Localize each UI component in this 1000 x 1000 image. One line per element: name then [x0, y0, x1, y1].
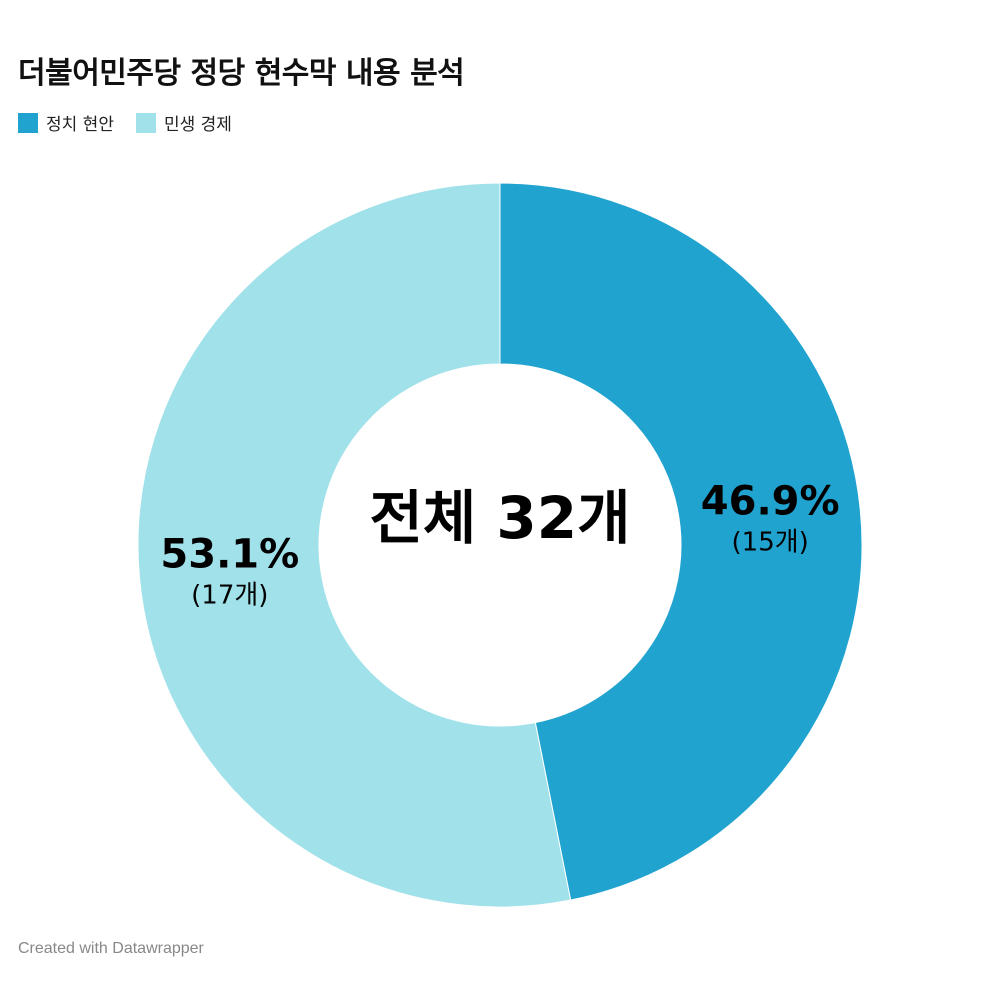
legend-swatch-politics: [18, 112, 38, 133]
chart-title: 더불어민주당 정당 현수막 내용 분석: [18, 56, 465, 91]
legend-item-politics: 정치 현안: [18, 110, 114, 135]
center-total-label: 전체 32개: [370, 484, 631, 552]
slice-percent-label-economy: 53.1%: [160, 532, 299, 578]
slice-count-label-politics: (15개): [732, 527, 809, 557]
donut-slices: [137, 182, 863, 908]
legend-swatch-economy: [135, 112, 156, 133]
donut-slice-economy: [137, 182, 572, 908]
legend: 정치 현안 민생 경제: [18, 110, 254, 135]
legend-label-economy: 민생 경제: [163, 115, 232, 135]
slice-count-label-economy: (17개): [191, 581, 268, 611]
donut-slice-politics: [499, 182, 863, 901]
legend-item-economy: 민생 경제: [135, 110, 232, 135]
slice-percent-label-politics: 46.9%: [701, 478, 840, 524]
footer-credit: Created with Datawrapper: [18, 940, 204, 957]
legend-label-politics: 정치 현안: [46, 115, 114, 135]
